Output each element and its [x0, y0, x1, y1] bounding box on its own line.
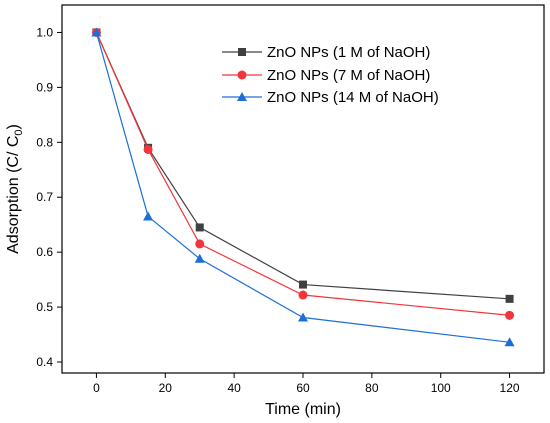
- x-tick-label: 60: [296, 381, 310, 395]
- legend-label-1m: ZnO NPs (1 M of NaOH): [267, 44, 430, 61]
- legend-entry-14m: ZnO NPs (14 M of NaOH): [222, 89, 439, 106]
- y-axis-ticks: 0.4 0.5 0.6 0.7 0.8 0.9 1.0: [36, 25, 62, 369]
- x-tick-label: 0: [93, 381, 100, 395]
- y-tick-label: 0.9: [36, 80, 53, 94]
- y-tick-label: 1.0: [36, 25, 53, 39]
- y-axis-title-close: ): [5, 124, 22, 129]
- legend-entry-1m: ZnO NPs (1 M of NaOH): [222, 44, 430, 61]
- data-point-series-1: [299, 280, 307, 289]
- y-axis-title: Adsorption (C/ C0): [5, 124, 25, 254]
- y-tick-label: 0.4: [36, 355, 53, 369]
- y-tick-label: 0.6: [36, 245, 53, 259]
- data-point-series-3: [194, 253, 205, 263]
- data-point-series-2: [195, 239, 205, 249]
- data-point-series-2: [143, 144, 153, 154]
- x-tick-label: 120: [500, 381, 520, 395]
- legend-label-7m: ZnO NPs (7 M of NaOH): [267, 67, 430, 84]
- legend-marker-1m: [238, 48, 246, 56]
- x-axis-ticks: 0 20 40 60 80 100 120: [93, 373, 520, 395]
- data-point-series-1: [505, 294, 514, 303]
- y-axis-title-subscript: 0: [13, 129, 25, 135]
- legend-label-14m: ZnO NPs (14 M of NaOH): [267, 89, 439, 106]
- x-tick-label: 20: [159, 381, 173, 395]
- data-point-series-3: [143, 211, 154, 221]
- data-point-series-2: [505, 310, 515, 320]
- y-tick-label: 0.5: [36, 300, 53, 314]
- data-point-series-3: [504, 337, 515, 347]
- y-tick-label: 0.7: [36, 190, 53, 204]
- data-point-series-1: [195, 223, 204, 232]
- x-tick-label: 100: [431, 381, 451, 395]
- data-point-series-2: [298, 290, 308, 300]
- legend-marker-7m: [237, 70, 247, 80]
- series-layer: [91, 27, 515, 347]
- y-tick-label: 0.8: [36, 135, 53, 149]
- y-axis-title-main: Adsorption (C/ C: [5, 136, 22, 254]
- data-point-series-3: [298, 312, 308, 322]
- x-tick-label: 80: [365, 381, 379, 395]
- legend-marker-14m: [237, 92, 247, 101]
- legend: ZnO NPs (1 M of NaOH) ZnO NPs (7 M of Na…: [222, 44, 439, 106]
- legend-entry-7m: ZnO NPs (7 M of NaOH): [222, 67, 430, 84]
- x-tick-label: 40: [227, 381, 241, 395]
- data-point-series-3: [91, 27, 102, 37]
- x-axis-title: Time (min): [265, 401, 341, 418]
